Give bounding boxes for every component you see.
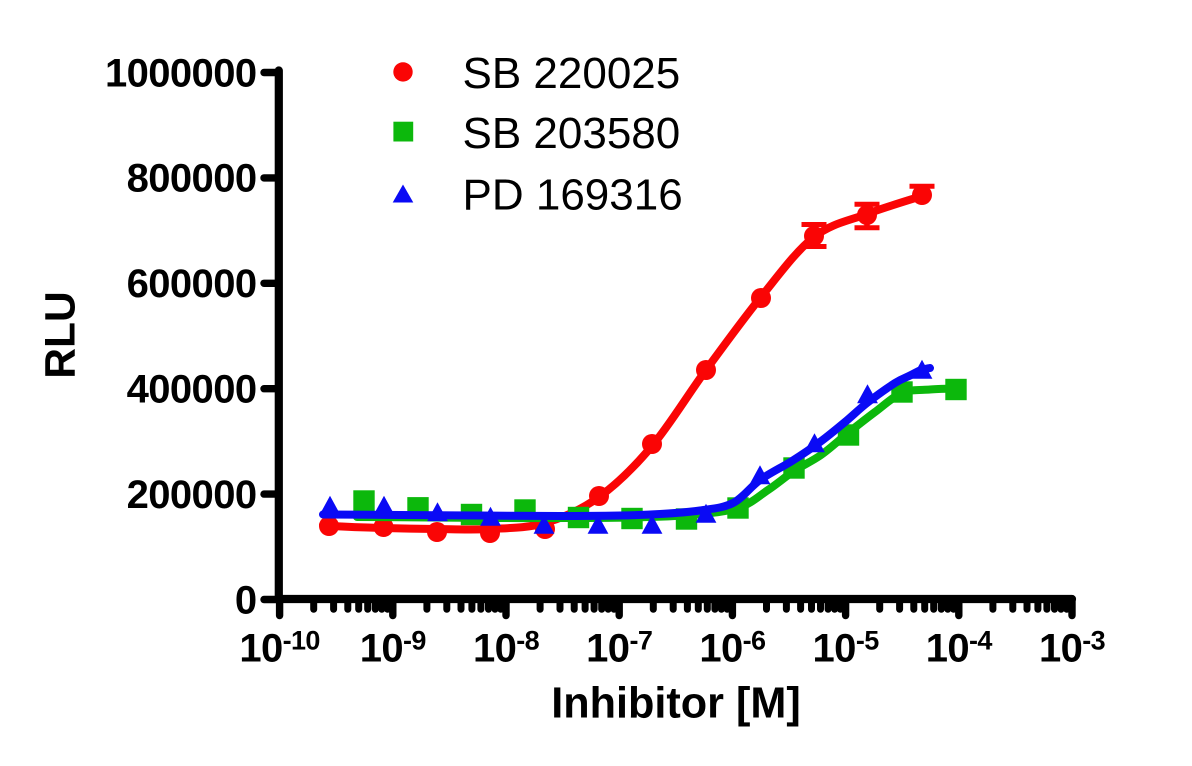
svg-text:400000: 400000 (127, 368, 257, 412)
svg-text:0: 0 (235, 578, 257, 622)
svg-text:600000: 600000 (127, 262, 257, 306)
svg-text:800000: 800000 (127, 157, 257, 201)
svg-text:PD 169316: PD 169316 (463, 171, 683, 220)
svg-text:10-8: 10-8 (473, 626, 540, 671)
svg-text:Inhibitor [M]: Inhibitor [M] (551, 680, 800, 728)
svg-text:200000: 200000 (127, 473, 257, 517)
svg-text:1000000: 1000000 (105, 51, 257, 95)
svg-text:SB 220025: SB 220025 (463, 49, 681, 98)
svg-text:RLU: RLU (38, 291, 85, 378)
svg-text:SB 203580: SB 203580 (463, 109, 681, 158)
